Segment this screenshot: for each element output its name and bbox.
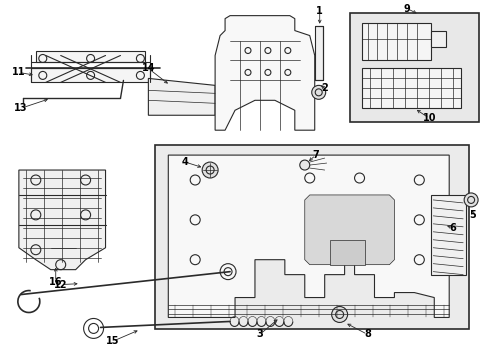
Polygon shape bbox=[215, 15, 314, 130]
Bar bbox=[430, 195, 465, 275]
Text: 10: 10 bbox=[422, 113, 435, 123]
Polygon shape bbox=[168, 155, 448, 318]
Polygon shape bbox=[148, 78, 215, 115]
Bar bbox=[349, 13, 478, 122]
Polygon shape bbox=[329, 240, 364, 265]
Text: 8: 8 bbox=[364, 329, 370, 339]
Text: 15: 15 bbox=[105, 336, 119, 346]
Text: 9: 9 bbox=[403, 4, 410, 14]
Text: 2: 2 bbox=[321, 84, 327, 93]
Text: 3: 3 bbox=[256, 329, 263, 339]
Circle shape bbox=[331, 306, 347, 323]
Bar bbox=[36, 50, 145, 62]
Bar bbox=[314, 26, 322, 80]
Text: 4: 4 bbox=[182, 157, 188, 167]
Text: 7: 7 bbox=[312, 150, 319, 160]
Circle shape bbox=[463, 193, 477, 207]
Polygon shape bbox=[19, 170, 105, 270]
Text: 12: 12 bbox=[54, 280, 67, 289]
Text: 11: 11 bbox=[12, 67, 25, 77]
Text: 1: 1 bbox=[316, 6, 323, 15]
Circle shape bbox=[311, 85, 325, 99]
Text: 14: 14 bbox=[142, 63, 155, 73]
Bar bbox=[361, 68, 460, 108]
Circle shape bbox=[202, 162, 218, 178]
Polygon shape bbox=[304, 195, 394, 265]
Bar bbox=[155, 145, 468, 329]
Bar bbox=[430, 31, 446, 46]
Text: 16: 16 bbox=[49, 276, 62, 287]
Bar bbox=[361, 23, 430, 60]
Text: 6: 6 bbox=[449, 223, 456, 233]
Text: 5: 5 bbox=[469, 210, 475, 220]
Bar bbox=[31, 68, 150, 82]
Text: 13: 13 bbox=[14, 103, 27, 113]
Circle shape bbox=[299, 160, 309, 170]
